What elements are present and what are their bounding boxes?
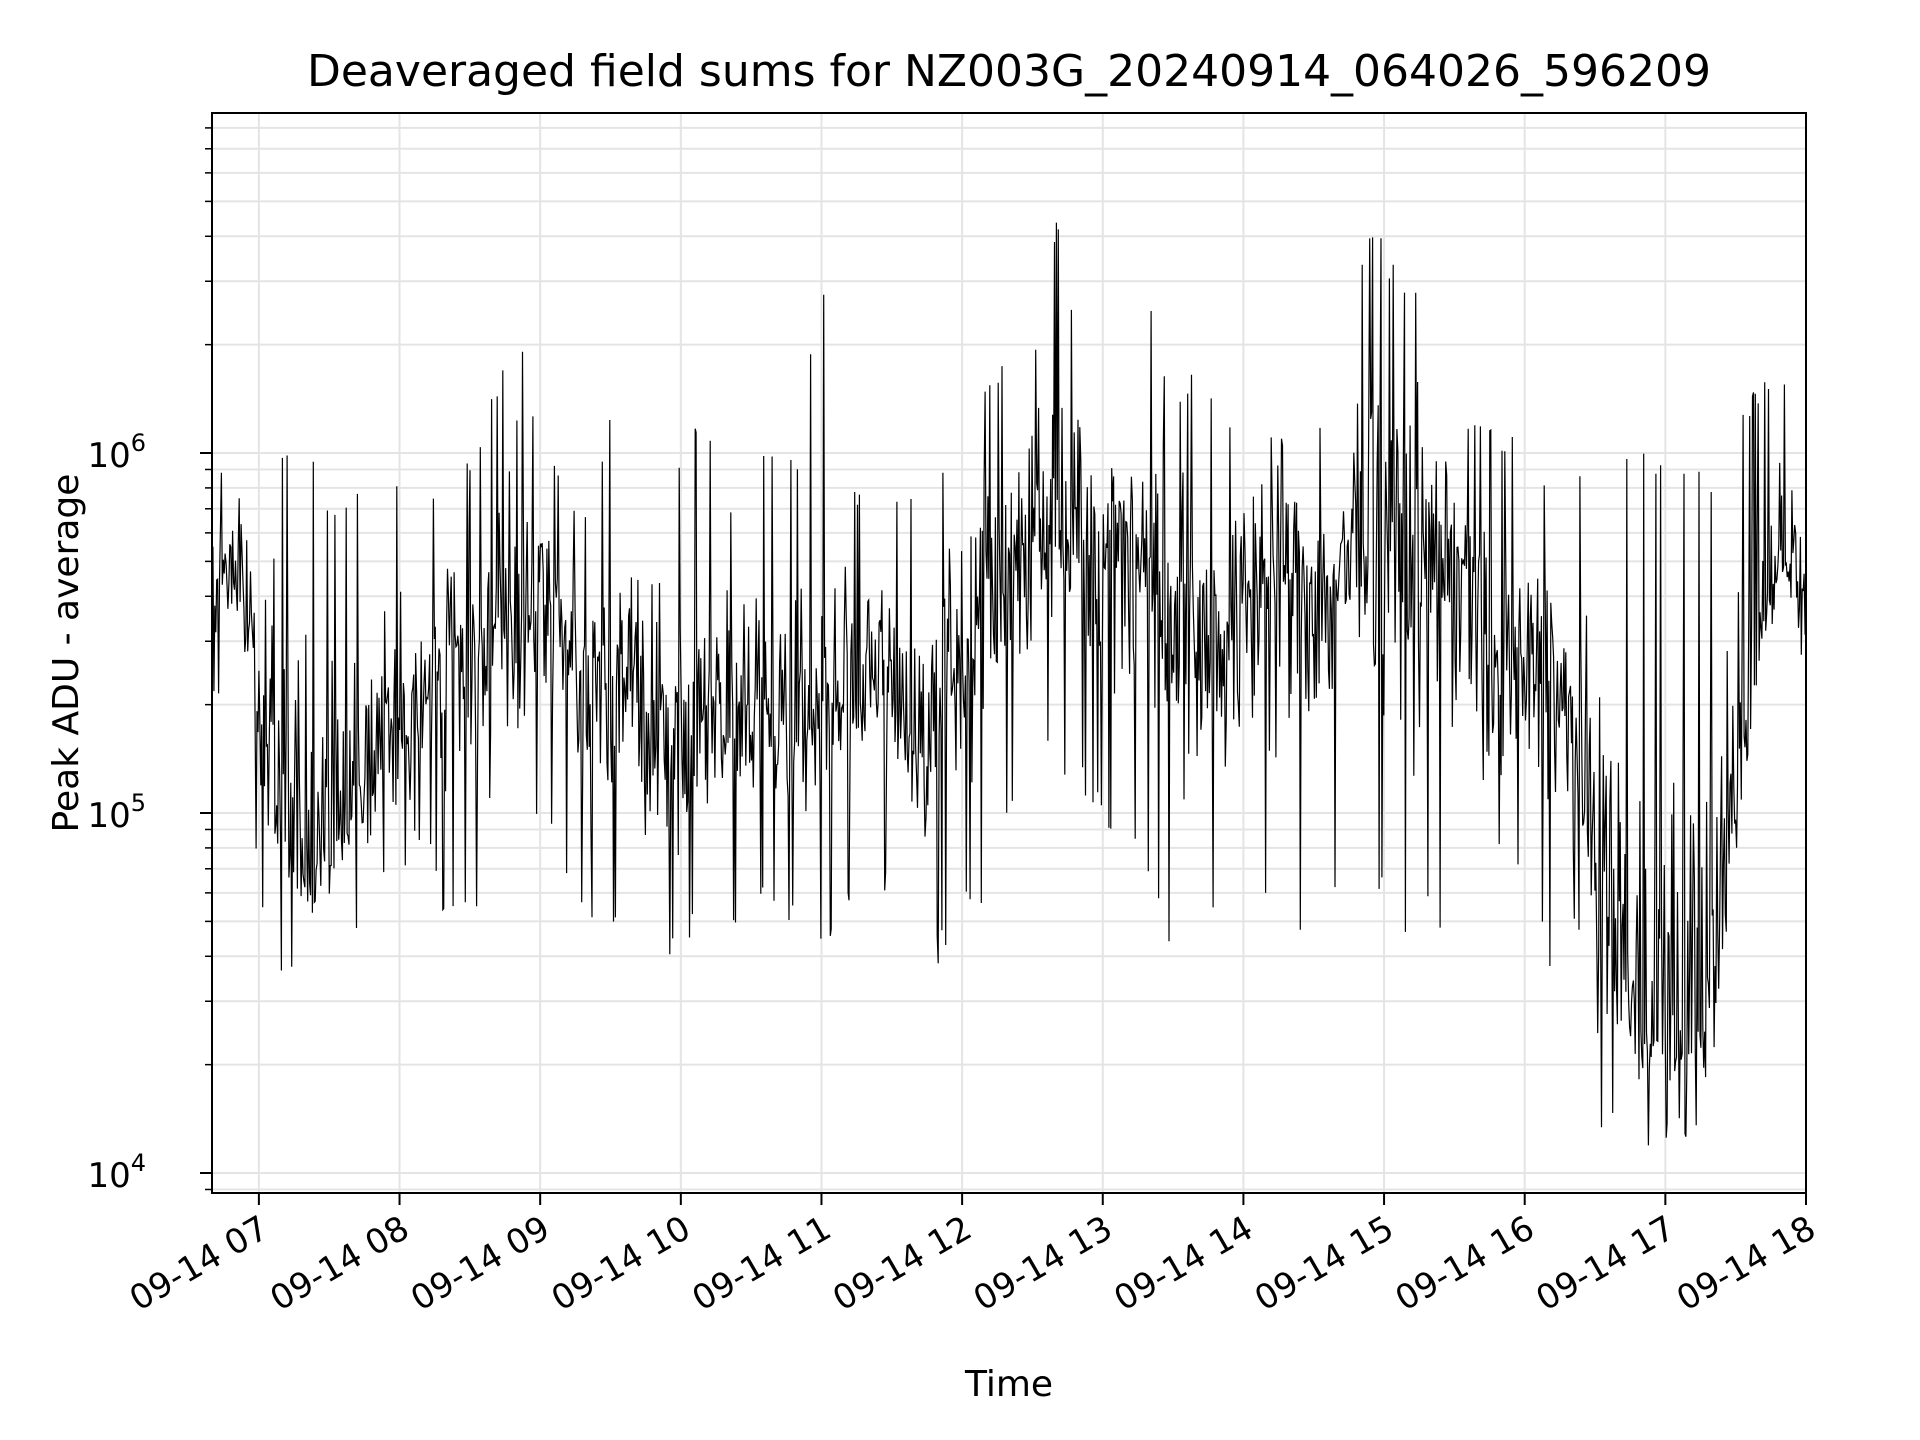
grid [212, 113, 1807, 1193]
y-tick-label: 105 [87, 789, 146, 836]
series-0-line [211, 222, 1807, 1146]
x-axis-label: Time [964, 1364, 1053, 1405]
y-tick-base: 10 [87, 436, 130, 476]
y-tick-base: 10 [87, 1156, 130, 1196]
y-tick-exponent: 4 [131, 1149, 146, 1177]
y-axis-label: Peak ADU - average [46, 474, 87, 833]
y-tick-exponent: 6 [131, 429, 146, 457]
y-tick-exponent: 5 [131, 789, 146, 817]
y-tick-label: 106 [87, 429, 146, 476]
plot-frame [211, 112, 1807, 1194]
y-tick-base: 10 [87, 796, 130, 836]
series-line [211, 222, 1807, 1146]
y-tick-label: 104 [87, 1149, 146, 1196]
chart-title: Deaveraged field sums for NZ003G_2024091… [307, 46, 1711, 97]
